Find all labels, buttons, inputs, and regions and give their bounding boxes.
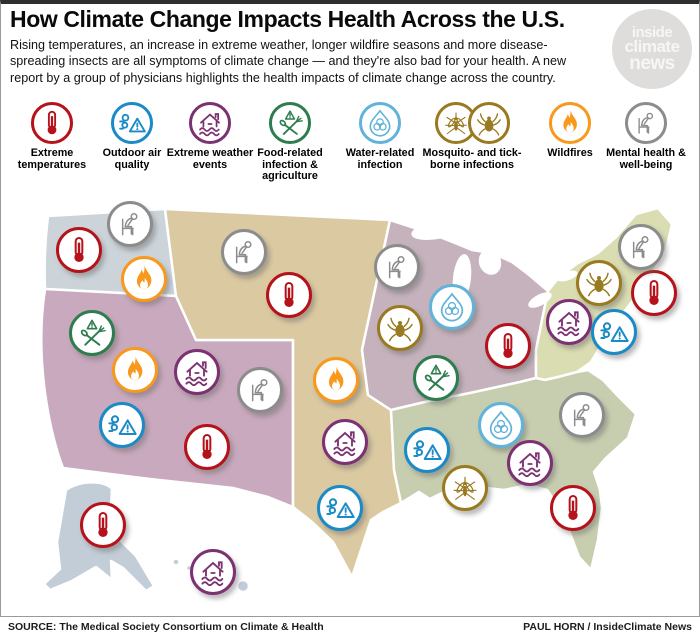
outdoor-air-quality-map-icon-glyph: [598, 316, 630, 348]
legend-item-extreme-temperatures: Extreme temperatures: [7, 102, 97, 171]
mental-health-map-icon-glyph: [381, 251, 413, 283]
legend-item-mental-health: Mental health & well-being: [600, 102, 692, 171]
air-quality-icon: [111, 102, 153, 144]
source-credit: SOURCE: The Medical Society Consortium o…: [8, 621, 324, 633]
extreme-weather-map-icon: [190, 549, 236, 595]
wildfire-map-icon: [121, 256, 167, 302]
legend-label: Water-related infection: [345, 147, 415, 171]
extreme-temperatures-map-icon: [550, 485, 596, 531]
outdoor-air-quality-map-icon: [404, 427, 450, 473]
legend-item-extreme-weather: Extreme weather events: [165, 102, 255, 171]
mosquito-and-tick-icon: [434, 102, 510, 144]
mental-health-map-icon-glyph: [228, 236, 260, 268]
food-safety-icon: [269, 102, 311, 144]
outdoor-air-quality-map-icon-glyph: [411, 434, 443, 466]
extreme-temperatures-map-icon-glyph: [638, 277, 670, 309]
outdoor-air-quality-map-icon-glyph: [106, 409, 138, 441]
food-infection-map-icon-glyph: [420, 362, 452, 394]
outdoor-air-quality-map-icon: [99, 402, 145, 448]
thermometer-icon: [31, 102, 73, 144]
extreme-temperatures-map-icon-glyph: [492, 330, 524, 362]
mental-health-map-icon: [374, 244, 420, 290]
extreme-weather-map-icon: [546, 299, 592, 345]
extreme-temperatures-map-icon-glyph: [557, 492, 589, 524]
extreme-weather-map-icon-glyph: [514, 447, 546, 479]
food-infection-map-icon-glyph: [76, 317, 108, 349]
logo-line: news: [629, 52, 675, 74]
extreme-weather-map-icon-glyph: [181, 356, 213, 388]
person-sitting-icon: [625, 102, 667, 144]
tick-map-icon-glyph: [583, 267, 615, 299]
extreme-weather-map-icon: [174, 349, 220, 395]
extreme-temperatures-map-icon: [266, 272, 312, 318]
extreme-temperatures-map-icon-glyph: [273, 279, 305, 311]
author-credit: PAUL HORN / InsideClimate News: [523, 621, 692, 633]
mental-health-map-icon: [237, 367, 283, 413]
extreme-temperatures-map-icon-glyph: [191, 431, 223, 463]
inside-climate-news-logo: inside climate news: [612, 9, 692, 89]
wildfire-map-icon: [112, 347, 158, 393]
logo-line: climate: [624, 37, 680, 57]
extreme-temperatures-map-icon: [631, 270, 677, 316]
extreme-temperatures-map-icon-glyph: [87, 509, 119, 541]
mental-health-map-icon: [559, 392, 605, 438]
legend-label: Mental health & well-being: [606, 147, 686, 171]
outdoor-air-quality-map-icon: [591, 309, 637, 355]
legend-item-food-infection: Food-related infection & agriculture: [245, 102, 335, 183]
legend-label: Extreme weather events: [166, 147, 254, 171]
wildfire-map-icon-glyph: [320, 364, 352, 396]
extreme-weather-map-icon-glyph: [197, 556, 229, 588]
water-infection-map-icon: [478, 402, 524, 448]
food-infection-map-icon: [69, 310, 115, 356]
legend-item-wildfires: Wildfires: [525, 102, 615, 160]
mental-health-map-icon: [618, 224, 664, 270]
extreme-temperatures-map-icon: [80, 502, 126, 548]
water-drop-biohazard-icon: [359, 102, 401, 144]
mental-health-map-icon-glyph: [566, 399, 598, 431]
page-title: How Climate Change Impacts Health Across…: [10, 6, 565, 32]
water-infection-map-icon-glyph: [485, 409, 517, 441]
water-infection-map-icon-glyph: [436, 291, 468, 323]
legend-item-outdoor-air-quality: Outdoor air quality: [87, 102, 177, 171]
outdoor-air-quality-map-icon: [317, 485, 363, 531]
tick-map-icon: [576, 260, 622, 306]
tick-map-icon: [377, 305, 423, 351]
legend-item-mosquito-tick: Mosquito- and tick-borne infections: [422, 102, 522, 171]
wildfire-map-icon: [313, 357, 359, 403]
extreme-temperatures-map-icon: [485, 323, 531, 369]
legend-label: Mosquito- and tick-borne infections: [422, 147, 522, 171]
mental-health-map-icon: [107, 201, 153, 247]
mental-health-map-icon-glyph: [244, 374, 276, 406]
legend-item-water-infection: Water-related infection: [335, 102, 425, 171]
legend-label: Wildfires: [547, 147, 593, 159]
intro-paragraph: Rising temperatures, an increase in extr…: [10, 38, 567, 85]
extreme-temperatures-map-icon: [184, 424, 230, 470]
extreme-weather-map-icon-glyph: [329, 426, 361, 458]
tick-icon: [467, 102, 510, 144]
flooded-house-icon: [189, 102, 231, 144]
extreme-weather-map-icon: [507, 440, 553, 486]
flame-icon: [549, 102, 591, 144]
logo-line: inside: [631, 23, 673, 41]
wildfire-map-icon-glyph: [119, 354, 151, 386]
mental-health-map-icon-glyph: [114, 208, 146, 240]
legend-label: Food-related infection & agriculture: [257, 147, 323, 183]
extreme-weather-map-icon-glyph: [553, 306, 585, 338]
mental-health-map-icon-glyph: [625, 231, 657, 263]
extreme-temperatures-map-icon-glyph: [63, 234, 95, 266]
extreme-weather-map-icon: [322, 419, 368, 465]
mosquito-map-icon: [442, 465, 488, 511]
mental-health-map-icon: [221, 229, 267, 275]
extreme-temperatures-map-icon: [56, 227, 102, 273]
mosquito-map-icon-glyph: [449, 472, 481, 504]
legend-label: Outdoor air quality: [102, 147, 162, 171]
mosquito-icon: [434, 102, 477, 144]
water-infection-map-icon: [429, 284, 475, 330]
food-infection-map-icon: [413, 355, 459, 401]
outdoor-air-quality-map-icon-glyph: [324, 492, 356, 524]
legend-label: Extreme temperatures: [17, 147, 87, 171]
tick-map-icon-glyph: [384, 312, 416, 344]
wildfire-map-icon-glyph: [128, 263, 160, 295]
